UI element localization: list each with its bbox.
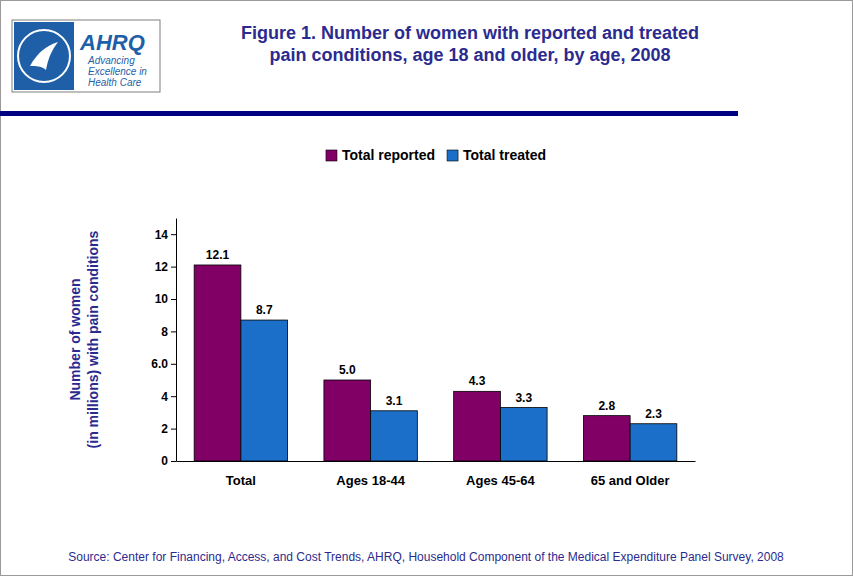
tick-mark xyxy=(171,267,176,268)
tick-label: 14 xyxy=(155,228,169,242)
background xyxy=(1,1,853,576)
tick: Ages 18-44 xyxy=(336,473,405,488)
tick-label: Total xyxy=(226,473,256,488)
tick: Ages 45-64 xyxy=(466,473,535,488)
legend-item: Total reported xyxy=(326,147,435,163)
bar xyxy=(500,408,547,461)
logo-frame xyxy=(12,20,160,92)
tick: 0 xyxy=(161,454,176,468)
tick-label: 10 xyxy=(155,292,169,306)
data-label: 2.8 xyxy=(598,399,615,413)
data-label: 2.3 xyxy=(645,407,662,421)
bar xyxy=(630,424,677,461)
data-label: 3.3 xyxy=(515,391,532,405)
data-labels: 12.1 5.0 4.3 2.8 8.7 3.1 3.3 2.3 xyxy=(206,248,662,421)
data-label: 12.1 xyxy=(206,248,230,262)
source-note: Source: Center for Financing, Access, an… xyxy=(68,550,784,564)
legend: Total reported Total treated xyxy=(326,147,546,163)
tick: 8 xyxy=(161,325,176,339)
tick: 14 xyxy=(155,228,176,242)
chart: AHRQAdvancingExcellence inHealth Care Fig… xyxy=(0,0,853,576)
legend-item: Total treated xyxy=(447,147,546,163)
tick-mark xyxy=(171,396,176,397)
tick: Total xyxy=(226,473,256,488)
data-label: 5.0 xyxy=(339,363,356,377)
bars xyxy=(194,265,677,461)
logo-tagline: Excellence in xyxy=(88,66,147,77)
tick-mark xyxy=(171,364,176,365)
tick: 12 xyxy=(155,260,176,274)
y-axis-title-line: (in millions) with pain conditions xyxy=(85,230,101,448)
title: Figure 1. Number of women with reported … xyxy=(241,23,699,65)
logo-emblem-eagle xyxy=(30,42,58,70)
bar xyxy=(583,416,630,461)
y-axis-title: Number of women(in millions) with pain c… xyxy=(67,230,101,448)
tick-label: 65 and Older xyxy=(591,473,670,488)
bar xyxy=(241,320,288,461)
tick-mark xyxy=(171,234,176,235)
tick: 65 and Older xyxy=(591,473,670,488)
y-axis: 0 2 4 6.0 8 10 12 14 xyxy=(151,219,176,469)
header-rule xyxy=(0,111,738,116)
logo-tagline: Health Care xyxy=(88,77,142,88)
logo-name: AHRQ xyxy=(79,30,145,55)
tick: 2 xyxy=(161,422,176,436)
tick-label: 6.0 xyxy=(151,357,168,371)
data-label: 8.7 xyxy=(256,303,273,317)
tick-label: Ages 18-44 xyxy=(336,473,405,488)
tick-label: Ages 45-64 xyxy=(466,473,535,488)
bar xyxy=(324,380,371,461)
axis-line xyxy=(177,461,696,462)
legend-swatch xyxy=(326,150,337,161)
tick-mark xyxy=(171,429,176,430)
tick-label: 0 xyxy=(161,454,168,468)
x-axis: Total Ages 18-44 Ages 45-64 65 and Older xyxy=(177,462,696,489)
legend-swatch xyxy=(447,150,458,161)
tick: 4 xyxy=(161,390,176,404)
data-label: 4.3 xyxy=(469,374,486,388)
logo: AHRQAdvancingExcellence inHealth Care xyxy=(12,20,160,92)
logo-tagline: Advancing xyxy=(87,55,135,66)
bar xyxy=(371,411,418,461)
tick-label: 12 xyxy=(155,260,169,274)
tick: 10 xyxy=(155,292,176,306)
tick-mark xyxy=(171,299,176,300)
logo-emblem-ring xyxy=(18,30,70,82)
legend-label: Total treated xyxy=(463,147,546,163)
tick-mark xyxy=(171,461,176,462)
bar xyxy=(454,391,501,461)
tick-label: 4 xyxy=(161,390,168,404)
tick-label: 8 xyxy=(161,325,168,339)
logo-emblem xyxy=(14,22,74,90)
tick-mark xyxy=(171,331,176,332)
bar xyxy=(194,265,241,461)
tick-label: 2 xyxy=(161,422,168,436)
y-axis-title-line: Number of women xyxy=(67,278,83,400)
tick: 6.0 xyxy=(151,357,176,371)
legend-label: Total reported xyxy=(342,147,435,163)
data-label: 3.1 xyxy=(386,394,403,408)
axis-line xyxy=(176,219,177,462)
